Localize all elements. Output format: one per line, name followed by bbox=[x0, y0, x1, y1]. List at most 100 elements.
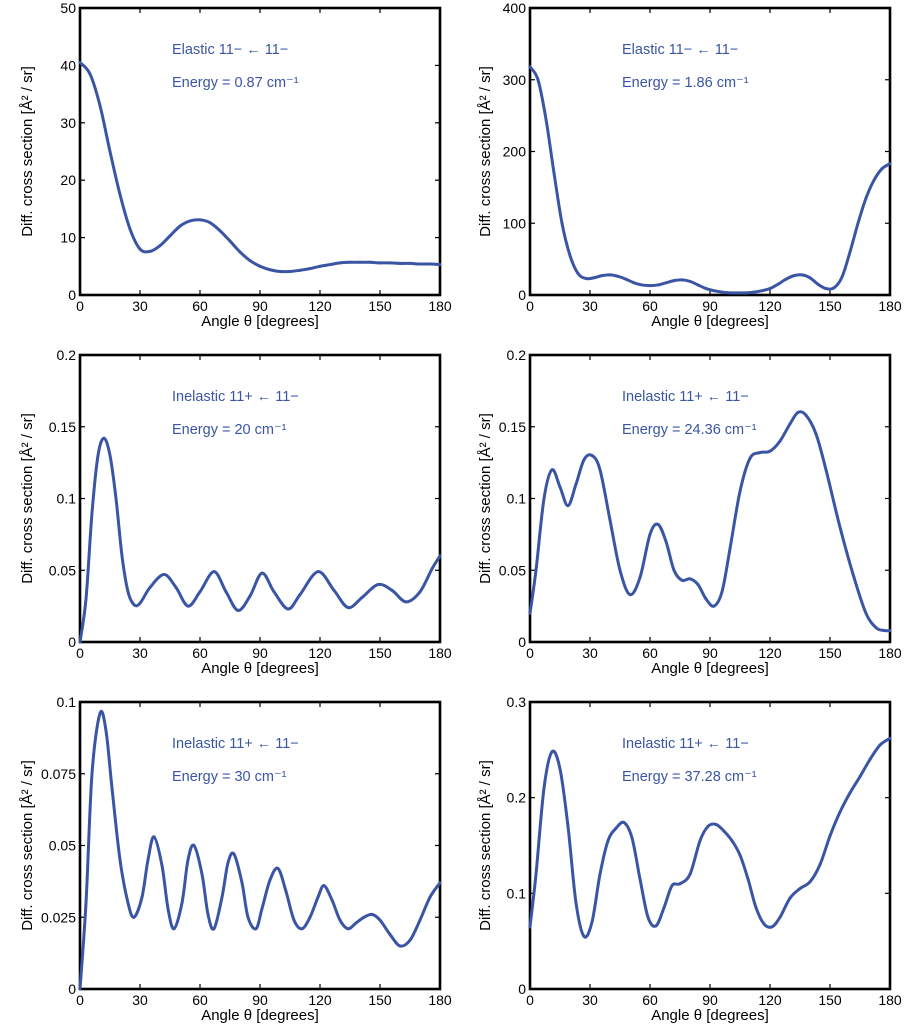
x-axis-label: Angle θ [degrees] bbox=[651, 313, 769, 330]
data-point bbox=[78, 61, 82, 65]
y-tick-label: 0 bbox=[68, 634, 76, 650]
data-point bbox=[852, 575, 856, 579]
data-point bbox=[714, 822, 718, 826]
x-tick-label: 150 bbox=[368, 645, 392, 661]
x-tick-label: 90 bbox=[702, 992, 718, 1008]
data-point bbox=[738, 489, 742, 493]
data-point bbox=[888, 629, 892, 633]
x-tick-label: 120 bbox=[308, 992, 332, 1008]
data-point bbox=[118, 193, 122, 197]
data-point bbox=[656, 283, 660, 287]
y-tick-label: 50 bbox=[60, 0, 76, 16]
data-point bbox=[558, 767, 562, 771]
data-point bbox=[368, 260, 372, 264]
data-point bbox=[618, 568, 622, 572]
data-point bbox=[600, 274, 604, 278]
data-point bbox=[328, 263, 332, 267]
data-point bbox=[832, 286, 836, 290]
data-point bbox=[858, 775, 862, 779]
data-point bbox=[568, 254, 572, 258]
series-line bbox=[78, 436, 442, 644]
data-point bbox=[114, 497, 118, 500]
data-point bbox=[98, 711, 102, 715]
data-point bbox=[688, 872, 692, 876]
data-point bbox=[212, 927, 216, 931]
y-tick-label: 0.2 bbox=[507, 790, 527, 806]
data-point bbox=[98, 104, 102, 108]
annotation-energy: Energy = 0.87 cm⁻¹ bbox=[172, 75, 299, 91]
data-point bbox=[808, 880, 812, 884]
data-point bbox=[640, 283, 644, 287]
data-point bbox=[672, 568, 676, 572]
data-point bbox=[246, 915, 250, 919]
chart-panel-5: 0 30 60 90 120 150 180 0 0.025 0.05 0.075 0.1 Angle … bbox=[19, 694, 452, 1024]
data-point bbox=[248, 594, 252, 598]
data-point bbox=[614, 826, 618, 830]
data-point bbox=[338, 918, 342, 922]
data-point bbox=[148, 585, 152, 589]
y-tick-label: 0 bbox=[68, 287, 76, 303]
data-point bbox=[778, 439, 782, 443]
data-point bbox=[824, 468, 828, 472]
data-point bbox=[584, 276, 588, 280]
data-point bbox=[696, 583, 700, 587]
data-point bbox=[418, 918, 422, 922]
data-point bbox=[864, 196, 868, 200]
data-point bbox=[254, 927, 258, 931]
data-point bbox=[148, 249, 152, 253]
data-point bbox=[746, 877, 750, 881]
y-axis-label: Diff. cross section [Å² / sr] bbox=[19, 413, 36, 584]
y-tick-label: 0 bbox=[68, 981, 76, 997]
y-tick-label: 0.05 bbox=[49, 838, 76, 854]
x-tick-label: 150 bbox=[368, 298, 392, 314]
data-point bbox=[240, 881, 244, 885]
data-point bbox=[268, 878, 272, 882]
data-point bbox=[438, 263, 442, 267]
data-point bbox=[528, 925, 532, 929]
y-tick-label: 0.2 bbox=[57, 347, 77, 363]
data-point bbox=[768, 287, 772, 291]
data-point bbox=[358, 260, 362, 264]
chart-panel-4: 0 30 60 90 120 150 180 0 0.05 0.1 0.15 0.2 Angle θ [… bbox=[477, 347, 902, 677]
data-point bbox=[592, 276, 596, 280]
data-point bbox=[308, 267, 312, 271]
data-point bbox=[178, 224, 182, 228]
data-point bbox=[198, 218, 202, 222]
x-tick-label: 30 bbox=[582, 298, 598, 314]
data-point bbox=[630, 836, 634, 840]
series-line bbox=[78, 61, 442, 274]
data-point bbox=[622, 821, 626, 825]
data-point bbox=[656, 522, 660, 526]
x-axis-label: Angle θ [degrees] bbox=[651, 1007, 769, 1024]
data-point bbox=[292, 918, 296, 922]
data-point bbox=[720, 290, 724, 294]
data-point bbox=[720, 590, 724, 594]
y-tick-label: 100 bbox=[503, 215, 527, 231]
data-point bbox=[224, 590, 228, 594]
data-point bbox=[268, 268, 272, 272]
data-point bbox=[798, 887, 802, 891]
annotation-transition: Elastic 11− ← 11− bbox=[622, 42, 738, 58]
data-point bbox=[128, 227, 132, 231]
data-point bbox=[138, 601, 142, 605]
x-tick-label: 180 bbox=[878, 992, 902, 1008]
data-point bbox=[744, 291, 748, 295]
x-tick-label: 180 bbox=[428, 645, 452, 661]
data-point bbox=[872, 178, 876, 182]
data-point bbox=[276, 866, 280, 870]
x-tick-label: 60 bbox=[192, 992, 208, 1008]
data-point bbox=[542, 786, 546, 790]
x-tick-label: 60 bbox=[642, 645, 658, 661]
data-point bbox=[388, 261, 392, 265]
x-tick-label: 0 bbox=[526, 992, 534, 1008]
data-point bbox=[856, 221, 860, 225]
y-tick-label: 0.075 bbox=[41, 766, 76, 782]
x-tick-label: 120 bbox=[308, 298, 332, 314]
x-tick-label: 150 bbox=[818, 992, 842, 1008]
data-point bbox=[378, 918, 382, 922]
y-tick-label: 30 bbox=[60, 115, 76, 131]
y-tick-label: 0.1 bbox=[57, 694, 77, 710]
data-point bbox=[298, 593, 302, 597]
data-point bbox=[418, 590, 422, 594]
data-point bbox=[174, 585, 178, 589]
